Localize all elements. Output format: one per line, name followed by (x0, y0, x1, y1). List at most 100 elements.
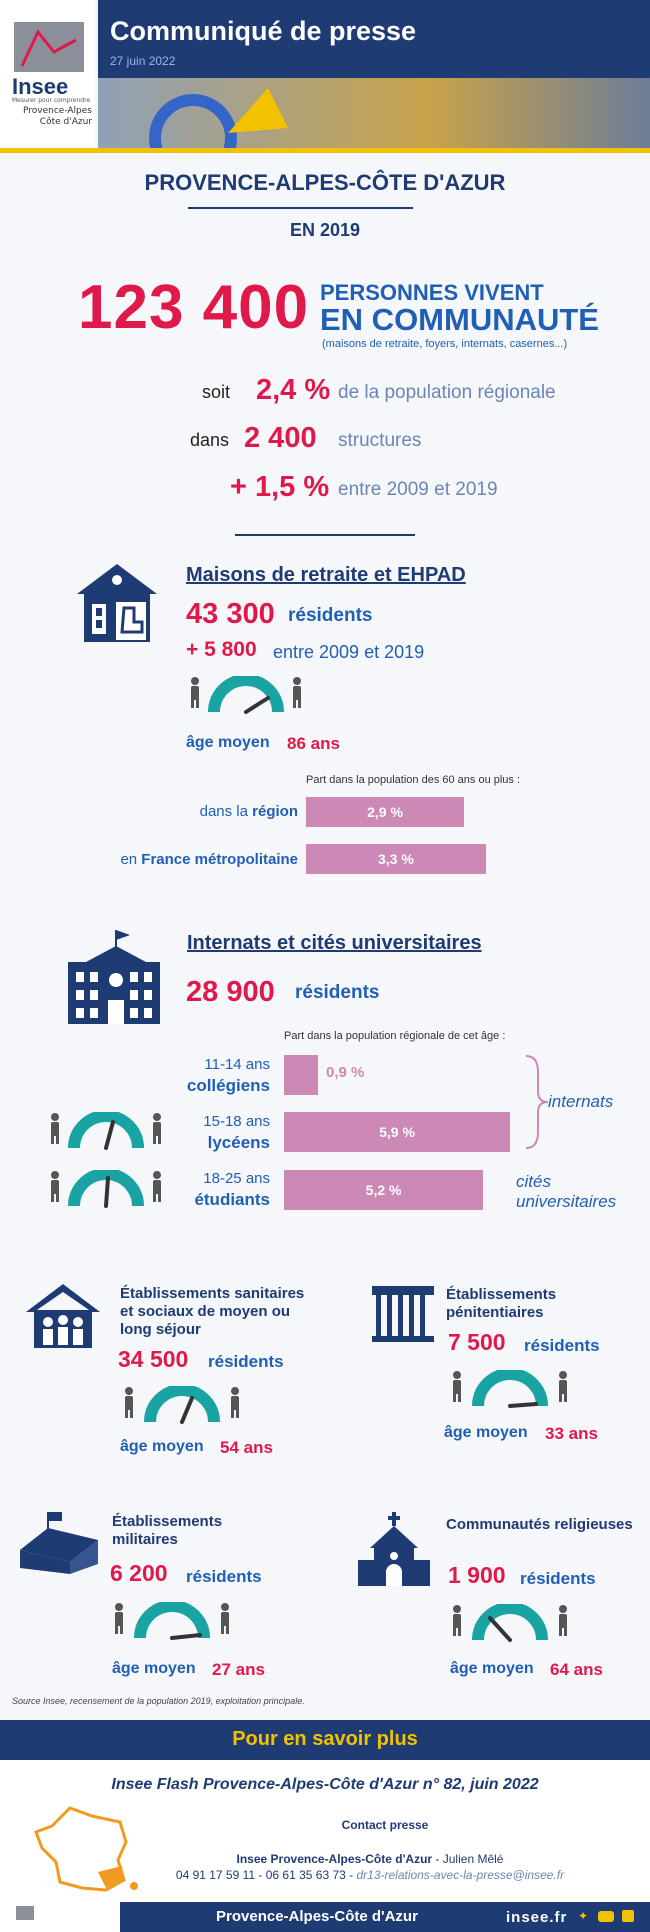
logo-mark-icon (14, 22, 84, 72)
lycee-age-gauge (51, 1112, 161, 1150)
bottom-logo (0, 1902, 120, 1932)
military-age-value: 27 ans (212, 1660, 265, 1679)
retirement-title: Maisons de retraite et EHPAD (186, 564, 466, 586)
footer: Pour en savoir plus Insee Flash Provence… (0, 1720, 650, 1932)
prison-icon (372, 1286, 434, 1342)
bar-region: 2,9 % (306, 797, 464, 827)
boarding-residents: 28 900 (186, 976, 275, 1008)
logo-name: Insee (12, 74, 69, 99)
header-photo (98, 78, 650, 182)
retirement-age-label: âge moyen (186, 734, 270, 751)
bar-lycee-value: 5,9 % (379, 1124, 415, 1140)
stat-share: 2,4 % (256, 374, 331, 406)
brace (525, 1055, 549, 1149)
religious-age-gauge (453, 1604, 567, 1642)
headline-detail: (maisons de retraite, foyers, internats,… (322, 338, 568, 350)
row-age: 18-25 ans (203, 1170, 270, 1187)
health-age-label: âge moyen (120, 1438, 204, 1455)
religious-residents-label: résidents (520, 1569, 596, 1588)
bar-college-value: 0,9 % (326, 1064, 365, 1081)
more-banner (0, 1720, 650, 1760)
stat-prefix: soit (202, 382, 231, 402)
bar-college (284, 1055, 319, 1095)
twitter-icon[interactable]: ✦ (578, 1909, 589, 1923)
retirement-residents-label: résidents (288, 605, 373, 626)
more-heading: Pour en savoir plus (232, 1728, 418, 1750)
stat-structures: 2 400 (244, 422, 317, 454)
divider (188, 207, 413, 209)
health-residents: 34 500 (118, 1346, 189, 1372)
bar-etudiants: 5,2 % (284, 1170, 484, 1210)
military-tent-icon (20, 1512, 98, 1574)
publication-link[interactable]: Insee Flash Provence-Alpes-Côte d'Azur n… (111, 1776, 539, 1793)
military-residents-label: résidents (186, 1567, 262, 1586)
health-residents-label: résidents (208, 1352, 284, 1371)
contact-phones: 04 91 17 59 11 - 06 61 35 63 73 - dr13-r… (175, 1868, 565, 1882)
retirement-age-value: 86 ans (287, 734, 340, 753)
bar-france-value: 3,3 % (377, 851, 414, 867)
bar-france: 3,3 % (306, 844, 486, 874)
row-group: étudiants (194, 1190, 270, 1209)
family-house-icon (26, 1284, 100, 1348)
religious-age-label: âge moyen (450, 1660, 534, 1677)
year-heading: EN 2019 (289, 220, 361, 240)
contact-email[interactable]: dr13-relations-avec-la-presse@insee.fr (356, 1868, 565, 1882)
church-icon (358, 1512, 430, 1586)
row-group: collégiens (186, 1076, 270, 1095)
release-date: 27 juin 2022 (110, 54, 176, 68)
source-note: Source Insee, recensement de la populati… (12, 1696, 305, 1706)
retirement-growth: + 5 800 (186, 638, 257, 661)
france-map-icon (34, 1806, 138, 1892)
brace-internats-label: internats (548, 1092, 614, 1111)
prison-title: Établissements pénitentiaires (446, 1286, 557, 1321)
religious-residents: 1 900 (448, 1562, 506, 1588)
religious-title: Communautés religieuses (446, 1516, 633, 1533)
brace-cites-label: cités universitaires (516, 1172, 617, 1211)
row-age: 11-14 ans (204, 1056, 270, 1073)
bottom-region: Provence-Alpes-Côte d'Azur (216, 1908, 418, 1925)
row-group: lycéens (207, 1133, 270, 1152)
boarding-title: Internats et cités universitaires (187, 932, 482, 954)
school-building-icon (68, 930, 160, 1024)
divider (235, 534, 415, 536)
stat-growth: + 1,5 % (230, 471, 330, 503)
contact-org: Insee Provence-Alpes-Côte d'Azur - Julie… (236, 1852, 504, 1866)
logo-region: Provence-Alpes Côte d'Azur (23, 106, 92, 127)
retirement-home-icon (77, 564, 157, 642)
etudiants-age-gauge (51, 1170, 161, 1208)
site-link[interactable]: insee.fr (506, 1909, 568, 1926)
youtube-icon[interactable] (598, 1911, 614, 1922)
retirement-growth-text: entre 2009 et 2019 (273, 642, 425, 662)
retirement-share-caption: Part dans la population des 60 ans ou pl… (306, 774, 521, 786)
logo-tagline: Mesurer pour comprendre (12, 97, 91, 104)
prison-residents: 7 500 (448, 1329, 506, 1355)
military-age-gauge (115, 1602, 229, 1640)
headline-line1: PERSONNES VIVENT (320, 280, 544, 305)
stat-prefix: dans (190, 430, 230, 450)
boarding-residents-label: résidents (295, 982, 380, 1003)
insee-logo[interactable]: Insee Mesurer pour comprendre Provence-A… (0, 0, 98, 150)
stat-growth-text: entre 2009 et 2019 (338, 479, 498, 500)
prison-age-gauge (453, 1370, 567, 1408)
bar-lycee: 5,9 % (284, 1112, 510, 1152)
linkedin-icon[interactable] (622, 1910, 634, 1922)
region-heading: PROVENCE-ALPES-CÔTE D'AZUR (144, 170, 506, 195)
military-age-label: âge moyen (112, 1660, 196, 1677)
header-decoration (149, 88, 288, 182)
row-age: 15-18 ans (203, 1113, 270, 1130)
prison-age-label: âge moyen (444, 1424, 528, 1441)
headline-line2: EN COMMUNAUTÉ (320, 302, 599, 337)
stat-share-text: de la population régionale (338, 382, 556, 403)
bar-label-region: dans la région (199, 803, 298, 820)
military-residents: 6 200 (110, 1560, 168, 1586)
stat-structures-text: structures (338, 430, 422, 451)
boarding-share-caption: Part dans la population régionale de cet… (284, 1030, 506, 1042)
military-title: Établissements militaires (112, 1513, 223, 1548)
bottom-logo-mark-icon (16, 1906, 34, 1920)
bar-etudiants-value: 5,2 % (365, 1182, 402, 1198)
page-title: Communiqué de presse (110, 16, 417, 46)
health-age-value: 54 ans (220, 1438, 273, 1457)
prison-residents-label: résidents (524, 1336, 600, 1355)
retirement-residents: 43 300 (186, 598, 275, 630)
contact-title: Contact presse (341, 1818, 429, 1832)
